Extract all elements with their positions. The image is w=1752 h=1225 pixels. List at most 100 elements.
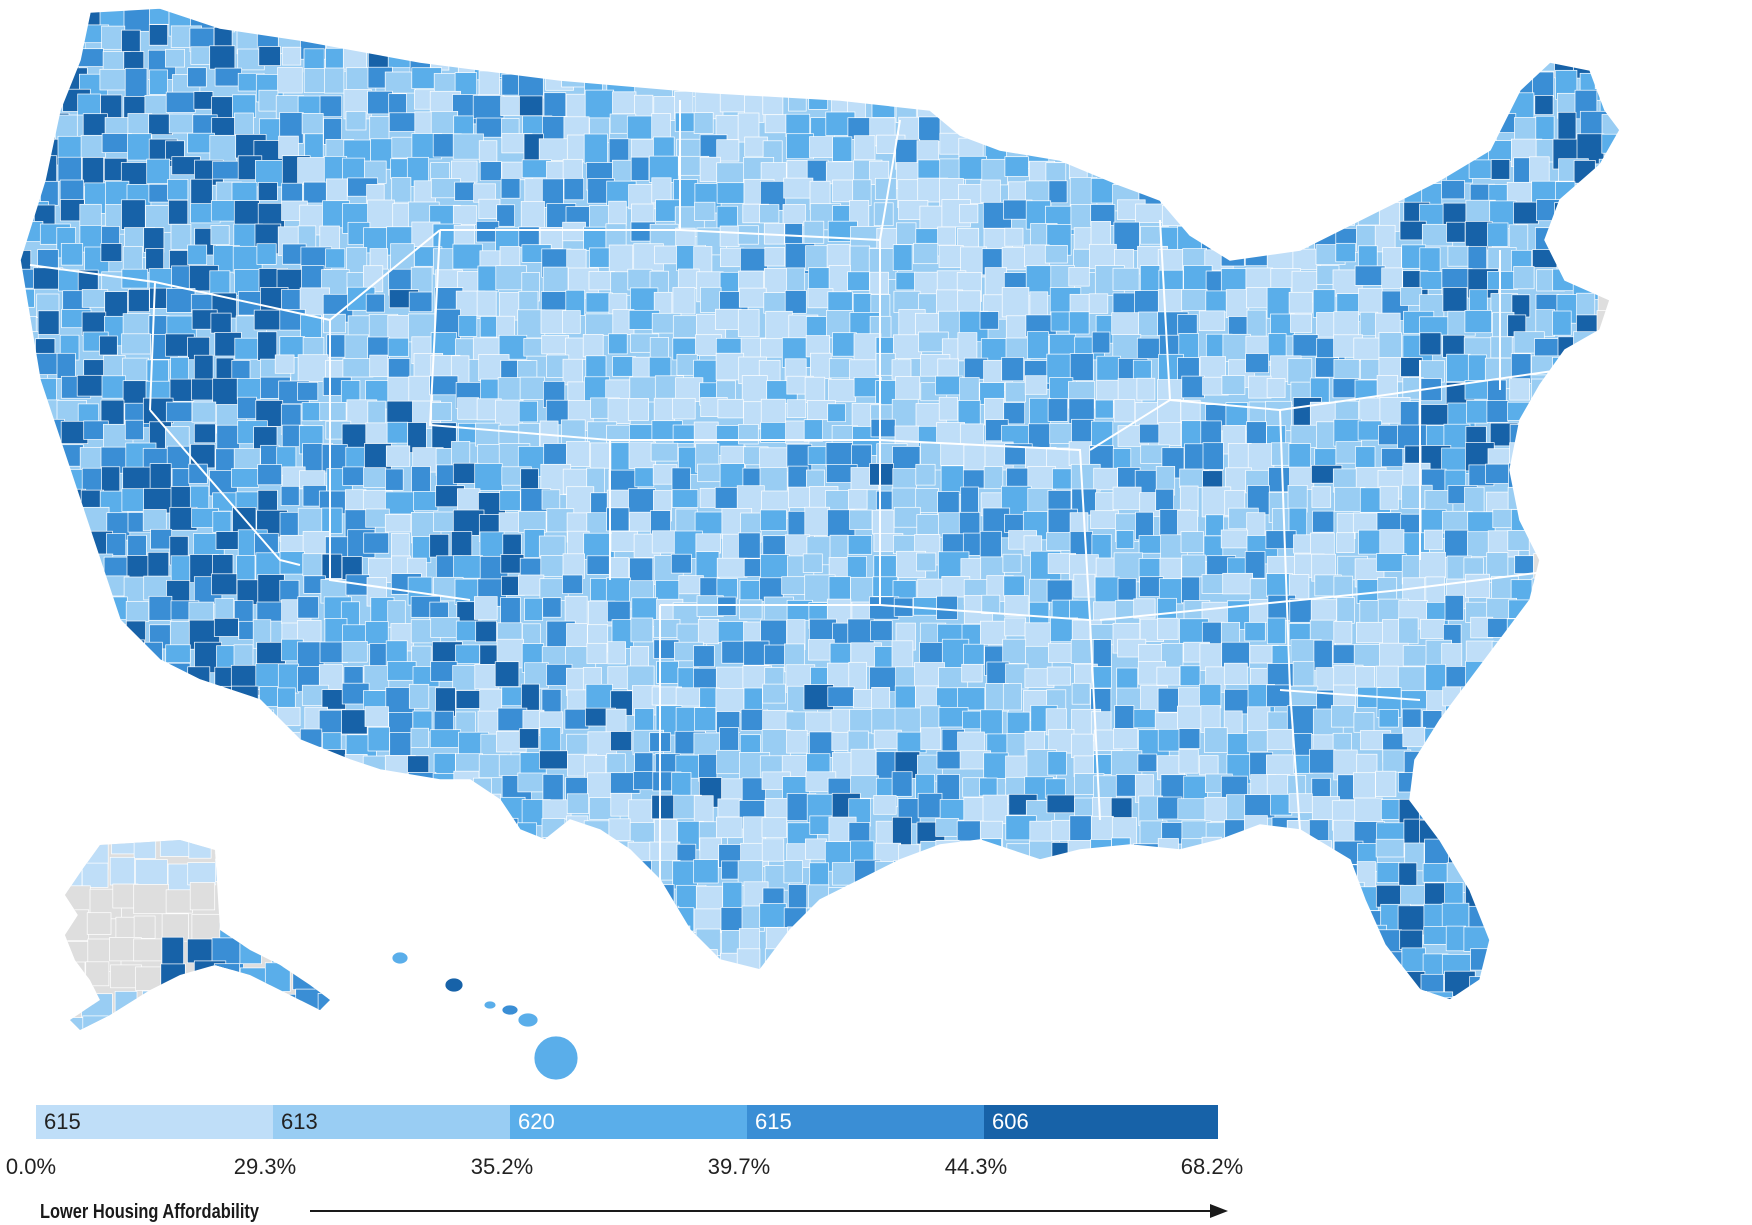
county-cell [190,178,213,207]
county-cell [474,954,502,982]
county-cell [959,204,979,224]
county-cell [607,863,635,884]
county-cell [1051,951,1073,972]
county-cell [1425,425,1446,447]
county-cell [1199,996,1227,1000]
county-cell [697,997,729,1000]
county-cell [563,178,585,201]
county-cell [759,903,787,928]
county-cell [1601,133,1620,154]
county-cell [546,925,569,952]
county-cell [1292,926,1320,947]
county-cell [960,91,984,117]
county-cell [1534,22,1556,48]
county-cell [20,376,34,396]
county-cell [475,620,497,643]
axis-title: Lower Housing Affordability [40,1201,259,1223]
county-cell [1001,976,1027,1000]
county-cell [1509,887,1534,906]
county-cell [432,8,459,30]
county-cell [1622,91,1646,121]
county-cell [193,354,214,384]
county-cell [1400,287,1423,306]
county-cell [1558,932,1582,961]
county-cell [33,705,65,730]
county-cell [1093,601,1117,621]
county-cell [1090,510,1119,529]
county-cell [670,553,692,574]
county-cell [169,378,195,402]
county-cell [1536,465,1563,496]
county-cell [1202,442,1224,470]
county-cell [1490,748,1520,775]
county-cell [342,466,365,486]
county-cell [1004,227,1024,247]
county-cell [1535,777,1555,801]
county-cell [543,92,567,117]
county-cell [1424,727,1446,756]
county-cell [435,815,459,846]
county-cell [589,247,610,268]
county-cell [1576,292,1596,316]
county-cell [301,402,323,422]
county-cell [1002,683,1022,711]
county-cell [765,8,786,34]
county-cell [1576,423,1601,455]
county-cell [1223,225,1245,249]
county-cell [694,201,716,221]
county-cell [1379,133,1409,164]
county-cell [1466,400,1489,424]
county-cell [209,755,229,785]
county-cell [344,23,374,46]
county-cell [740,247,769,272]
county-cell [231,468,260,488]
county-cell [433,862,456,885]
county-cell [39,44,63,73]
county-cell [1116,96,1143,124]
county-cell [632,46,660,74]
county-cell [20,705,36,726]
hawaii-island [501,1004,519,1016]
county-cell [1221,375,1246,395]
county-cell [277,925,303,946]
county-cell [589,971,610,1000]
county-cell [1311,486,1332,508]
county-cell [1227,885,1247,916]
county-cell [1619,798,1620,818]
county-cell [518,68,544,99]
county-cell [1249,908,1275,934]
county-cell [474,596,498,620]
county-cell [1049,333,1077,356]
county-cell [239,890,267,916]
county-cell [1556,398,1575,428]
county-cell [58,820,81,849]
county-cell [520,843,544,863]
county-cell [1244,815,1268,840]
county-cell [210,710,236,736]
county-cell [1335,92,1354,115]
county-cell [121,29,141,55]
county-cell [936,595,958,620]
county-cell [109,856,135,886]
county-cell [518,400,538,423]
county-cell [541,818,566,838]
county-cell [454,862,485,887]
county-cell [1423,529,1444,550]
county-cell [455,8,475,37]
county-cell [832,969,858,999]
county-cell [1531,596,1562,615]
county-cell [894,997,916,1000]
county-cell [1008,181,1027,203]
county-cell [1466,118,1497,149]
county-cell [188,1014,215,1030]
county-cell [716,816,743,839]
county-cell [341,859,373,890]
county-cell [1596,777,1620,801]
county-cell [1288,157,1308,182]
county-cell [942,95,974,115]
county-cell [321,888,347,913]
county-cell [252,709,275,737]
county-cell [233,644,254,669]
county-cell [495,903,517,928]
county-cell [896,928,928,949]
